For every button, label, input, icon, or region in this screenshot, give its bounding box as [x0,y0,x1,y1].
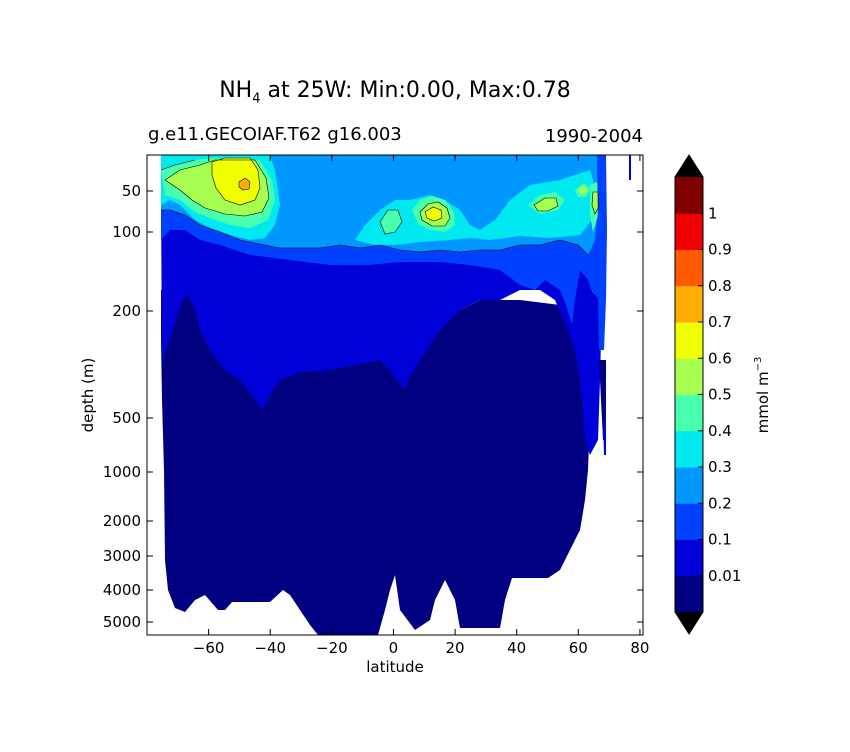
subtitle-years: 1990-2004 [544,126,643,147]
contour-outline-main [161,209,589,256]
x-tick-label: 0 [389,639,399,657]
y-tick-label: 2000 [103,512,141,530]
colorbar-tick-label: 0.5 [708,386,732,404]
x-tick-label: 40 [507,639,526,657]
colorbar-tick-label: 0.3 [708,458,732,476]
colorbar-swatch [675,177,703,214]
y-tick-label: 200 [112,302,141,320]
colorbar-swatch [675,539,703,577]
x-tick-label: 80 [630,639,649,657]
y-tick-label: 100 [112,223,141,241]
colorbar-swatch [675,249,703,287]
colorbar-tick-label: 0.6 [708,349,732,367]
x-tick-label: −20 [316,639,348,657]
y-tick-label: 50 [122,182,141,200]
title-prefix: NH [219,78,253,103]
contour-arctic-tip [603,155,631,455]
colorbar-swatch [675,575,703,613]
chart-title: NH4 at 25W: Min:0.00, Max:0.78 [0,78,790,106]
colorbar-extend-high [675,155,703,177]
colorbar-swatch [675,285,703,323]
contour-arctic-strip [597,155,607,350]
axes-layer: −60 −40 −20 0 20 40 60 80 latitude 50 100 200 500 100… [79,155,649,676]
x-tick-label: 60 [569,639,588,657]
x-tick-label: −40 [254,639,286,657]
colorbar-swatch [675,430,703,468]
x-axis-label: latitude [366,658,424,676]
title-subscript: 4 [252,91,261,107]
contour-fill-layer [160,155,631,635]
x-tick-label: 20 [446,639,465,657]
colorbar-tick-label: 0.2 [708,494,732,512]
y-tick-label: 3000 [103,547,141,565]
colorbar-swatch [675,358,703,395]
colorbar-tick-label: 0.7 [708,313,732,331]
y-tick-label: 1000 [103,463,141,481]
colorbar-swatch [675,467,703,504]
colorbar-tick-label: 0.1 [708,531,732,549]
contour-level-8 [239,178,250,190]
plot-frame [146,154,644,636]
contour-outline-upper [160,157,600,235]
colorbar-swatch [675,394,703,432]
colorbar-swatch [675,322,703,359]
y-tick-label: 5000 [103,613,141,631]
colorbar-extend-low [675,612,703,634]
x-tick-label: −60 [193,639,225,657]
y-tick-label: 500 [112,409,141,427]
colorbar-tick-label: 0.9 [708,241,732,259]
colorbar-outline [674,154,704,635]
colorbar: 0.01 0.1 0.2 0.3 0.4 0.5 0.6 0.7 0.8 0.9 1 mmol m−3 [674,154,772,635]
colorbar-label: mmol m−3 [753,357,772,434]
colorbar-swatch [675,503,703,540]
colorbar-tick-label: 1 [708,204,718,222]
colorbar-label-unit: mmol m [754,371,772,433]
contour-level-7 [212,158,442,221]
colorbar-label-exponent: −3 [753,357,764,372]
colorbar-tick-label: 0.4 [708,422,732,440]
y-axis-label: depth (m) [79,358,97,433]
y-tick-label: 4000 [103,581,141,599]
colorbar-tick-label: 0.8 [708,277,732,295]
colorbar-swatch [675,213,703,250]
colorbar-tick-label: 0.01 [708,567,741,585]
title-suffix: at 25W: Min:0.00, Max:0.78 [260,78,571,103]
subtitle-case: g.e11.GECOIAF.T62 g16.003 [148,124,402,145]
